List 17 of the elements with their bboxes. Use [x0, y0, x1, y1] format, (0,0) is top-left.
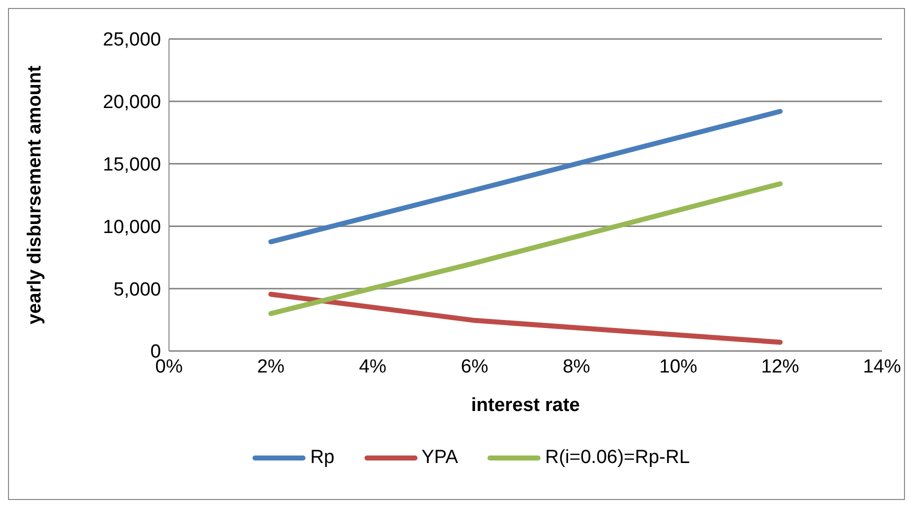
y-tick-label: 5,000: [113, 279, 161, 300]
x-tick-label: 6%: [460, 356, 488, 378]
y-axis-title: yearly disbursement amount: [24, 64, 46, 324]
x-tick-label: 8%: [562, 356, 590, 378]
legend-label: YPA: [420, 447, 458, 469]
y-tick-label: 20,000: [102, 92, 161, 114]
x-tick-label: 12%: [761, 356, 800, 378]
legend-label: Rp: [309, 447, 334, 469]
y-tick-label: 25,000: [102, 30, 161, 51]
y-tick-label: 10,000: [102, 216, 161, 238]
x-tick-label: 10%: [659, 356, 698, 378]
legend-label: R(i=0.06)=Rp-RL: [544, 447, 690, 469]
x-axis-title: interest rate: [471, 395, 580, 416]
x-tick-label: 14%: [862, 356, 902, 378]
y-tick-label: 15,000: [102, 154, 161, 176]
x-tick-label: 4%: [358, 356, 387, 378]
x-tick-label: 2%: [257, 356, 285, 378]
